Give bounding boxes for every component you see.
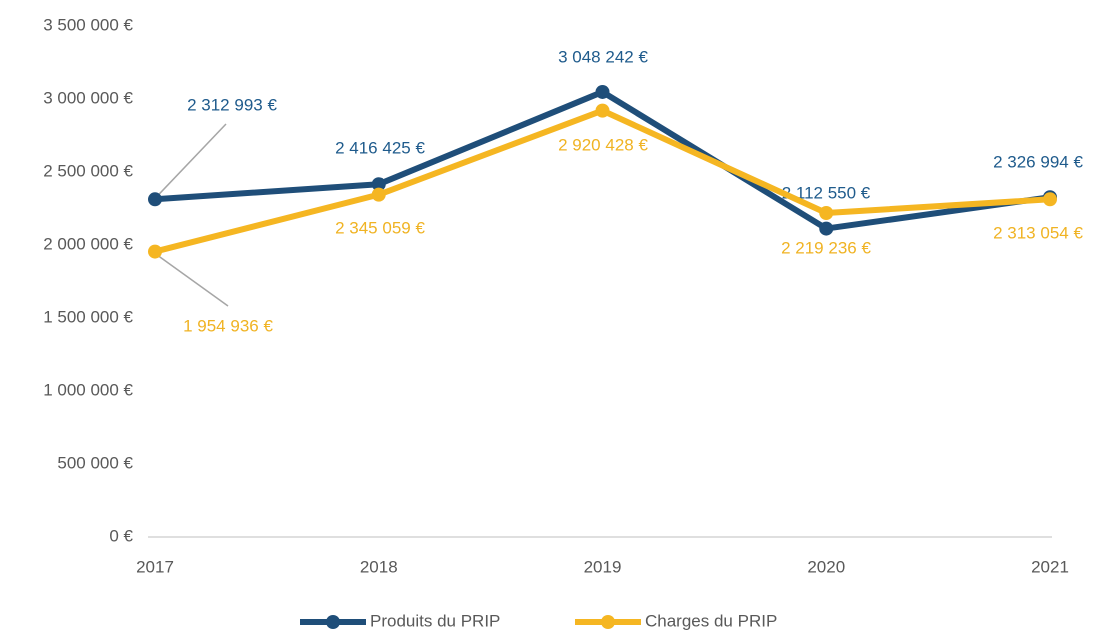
y-tick-label: 2 500 000 € (43, 161, 133, 180)
marker (371, 187, 386, 202)
legend-label: Produits du PRIP (370, 611, 500, 630)
data-label: 3 048 242 € (558, 47, 648, 66)
data-label: 2 313 054 € (993, 223, 1083, 242)
y-tick-label: 3 000 000 € (43, 88, 133, 107)
data-label: 2 326 994 € (993, 152, 1083, 171)
data-label: 2 920 428 € (558, 135, 648, 154)
marker (148, 192, 162, 207)
x-tick-label: 2017 (136, 557, 174, 576)
data-label: 2 219 236 € (781, 238, 871, 257)
data-label: 2 416 425 € (335, 138, 425, 157)
marker (1043, 192, 1057, 207)
leader-line (157, 254, 229, 307)
y-tick-label: 500 000 € (57, 453, 133, 472)
y-tick-label: 1 500 000 € (43, 307, 133, 326)
marker (595, 84, 610, 99)
legend-marker (326, 615, 340, 629)
legend-marker (601, 615, 615, 629)
data-label: 2 112 550 € (782, 183, 871, 202)
marker (819, 205, 834, 220)
x-tick-label: 2021 (1031, 557, 1069, 576)
marker (819, 221, 834, 236)
data-label: 1 954 936 € (183, 316, 273, 335)
y-tick-label: 3 500 000 € (43, 15, 133, 34)
x-tick-label: 2018 (360, 557, 398, 576)
marker (148, 244, 162, 259)
y-tick-label: 2 000 000 € (43, 234, 133, 253)
y-tick-label: 1 000 000 € (43, 380, 133, 399)
legend-label: Charges du PRIP (645, 611, 777, 630)
x-tick-label: 2020 (807, 557, 845, 576)
leader-line (157, 123, 227, 196)
data-label: 2 345 059 € (335, 218, 425, 237)
marker (595, 103, 610, 118)
marker (371, 177, 386, 192)
y-tick-label: 0 € (109, 526, 133, 545)
series-line (154, 107, 1051, 255)
data-label: 2 312 993 € (187, 95, 277, 114)
x-tick-label: 2019 (584, 557, 622, 576)
